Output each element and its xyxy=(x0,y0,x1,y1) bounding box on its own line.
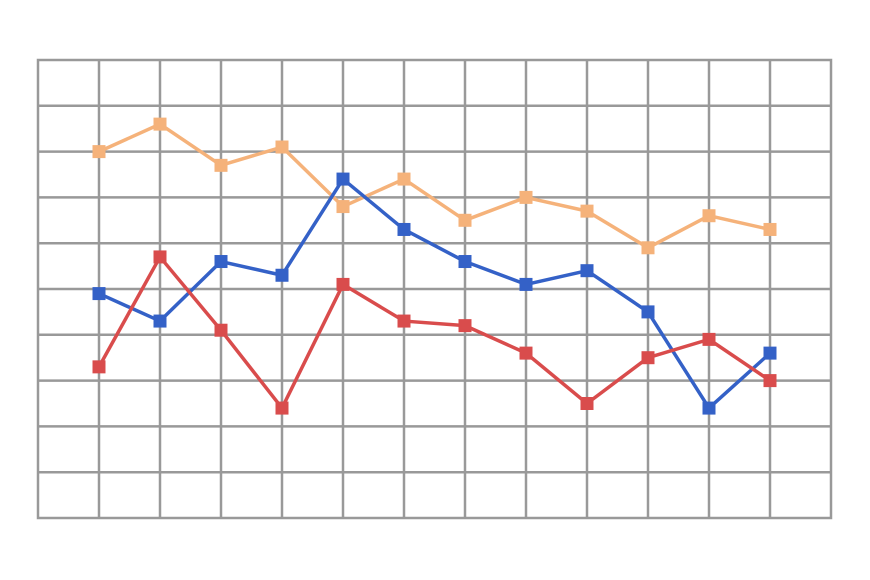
data-point-series-3 xyxy=(763,374,777,388)
data-point-series-1 xyxy=(153,117,167,131)
data-point-series-2 xyxy=(275,268,289,282)
data-point-series-3 xyxy=(275,401,289,415)
data-point-series-2 xyxy=(153,314,167,328)
plot-frame xyxy=(36,58,833,520)
data-point-series-3 xyxy=(641,351,655,365)
data-point-series-3 xyxy=(92,360,106,374)
data-point-series-1 xyxy=(519,190,533,204)
series-lines xyxy=(97,122,772,410)
data-point-series-2 xyxy=(336,172,350,186)
data-point-series-1 xyxy=(458,213,472,227)
data-point-series-1 xyxy=(275,140,289,154)
data-point-series-1 xyxy=(641,241,655,255)
data-point-series-1 xyxy=(214,158,228,172)
data-point-series-3 xyxy=(336,277,350,291)
data-point-series-1 xyxy=(702,209,716,223)
data-point-series-3 xyxy=(458,319,472,333)
data-point-series-3 xyxy=(702,332,716,346)
series-markers xyxy=(92,117,777,415)
data-point-series-2 xyxy=(214,255,228,269)
data-point-series-3 xyxy=(397,314,411,328)
data-point-series-3 xyxy=(519,346,533,360)
series-line-1 xyxy=(98,122,771,250)
data-point-series-2 xyxy=(763,346,777,360)
data-point-series-2 xyxy=(397,222,411,236)
data-point-series-2 xyxy=(519,277,533,291)
data-point-series-1 xyxy=(580,204,594,218)
data-point-series-2 xyxy=(580,264,594,278)
chart-grid xyxy=(36,58,833,520)
data-point-series-3 xyxy=(214,323,228,337)
series-line-2 xyxy=(98,177,772,410)
data-point-series-2 xyxy=(702,401,716,415)
series-line-3 xyxy=(97,255,771,410)
data-point-series-3 xyxy=(580,397,594,410)
data-point-series-2 xyxy=(641,305,655,319)
data-point-series-2 xyxy=(92,287,106,301)
data-point-series-2 xyxy=(458,255,472,269)
data-point-series-1 xyxy=(397,172,411,186)
data-point-series-1 xyxy=(336,200,350,214)
data-point-series-1 xyxy=(763,222,777,236)
data-point-series-3 xyxy=(153,250,167,264)
data-point-series-1 xyxy=(92,145,106,159)
